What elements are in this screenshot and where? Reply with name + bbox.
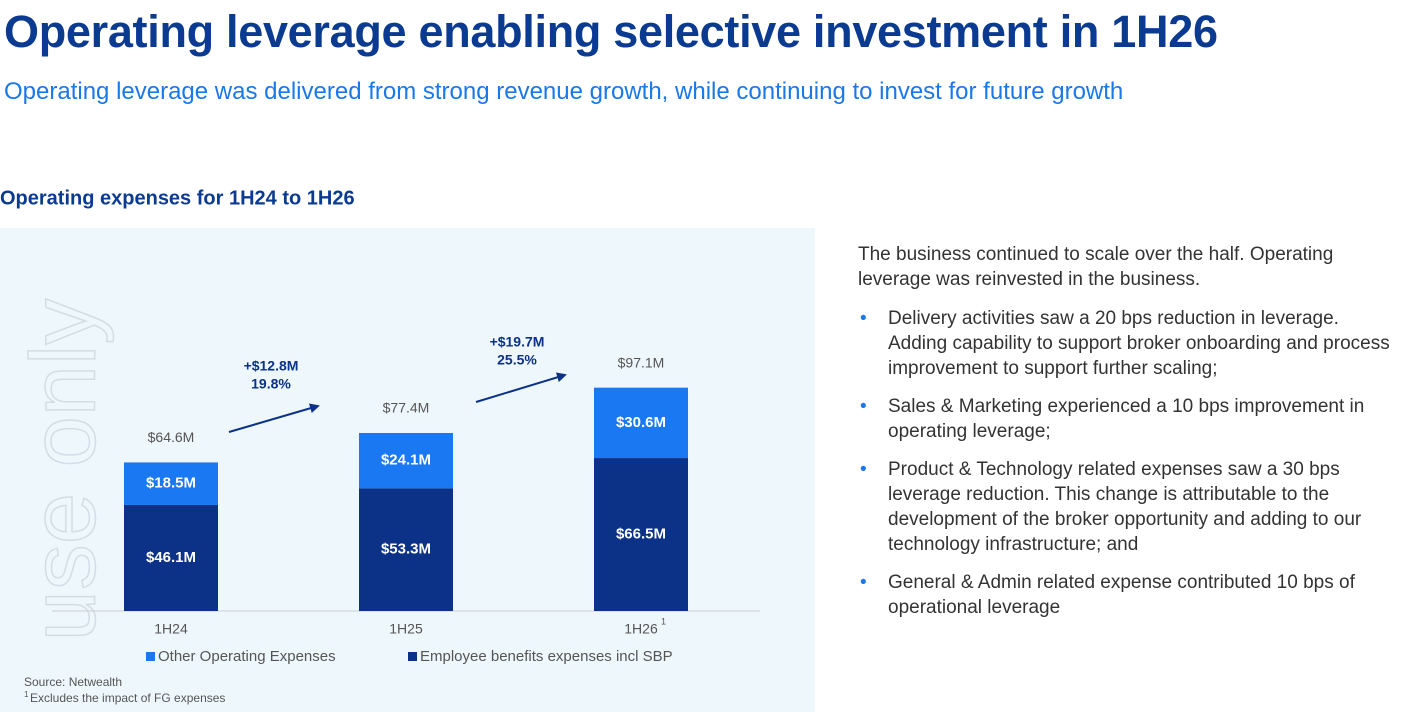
value-label: $46.1M (146, 549, 196, 566)
total-label: $97.1M (618, 354, 665, 370)
bar-segment (594, 458, 688, 611)
growth-annotation: 25.5% (497, 352, 537, 368)
bar-segment (124, 504, 218, 611)
bullet-text: Product & Technology related expenses sa… (888, 459, 1362, 555)
bullet-dot: • (860, 396, 867, 417)
bar-segment (124, 462, 218, 505)
bullet-dot: • (860, 572, 867, 593)
chart-title: Operating expenses for 1H24 to 1H26 (0, 187, 355, 209)
legend-label: Employee benefits expenses incl SBP (420, 648, 673, 665)
bullet-list: • Delivery activities saw a 20 bps reduct… (858, 306, 1393, 620)
slide-title: Operating leverage enabling selective in… (4, 6, 1218, 57)
footnote-marker: 1 (24, 690, 29, 699)
bullet-text: General & Admin related expense contribu… (888, 572, 1355, 618)
category-note: 1 (661, 616, 666, 626)
watermark: use only (12, 299, 114, 642)
value-label: $66.5M (616, 525, 666, 542)
bar-segment (359, 488, 453, 611)
growth-annotation: 19.8% (251, 376, 291, 392)
growth-arrow (228, 403, 320, 433)
x-tick-label: 1H26 (624, 621, 658, 637)
bar-segment (594, 387, 688, 459)
source: Source: Netwealth (24, 675, 122, 689)
growth-annotation: +$19.7M (490, 334, 545, 350)
bullet-dot: • (860, 308, 867, 329)
legend-swatch (146, 652, 155, 661)
bullet: • Sales & Marketing experienced a 10 bps … (858, 394, 1393, 444)
total-label: $77.4M (383, 400, 430, 416)
value-label: $30.6M (616, 414, 666, 431)
commentary: The business continued to scale over the… (858, 242, 1393, 633)
growth-arrow (475, 372, 567, 403)
x-tick-label: 1H24 (154, 621, 188, 637)
legend-label: Other Operating Expenses (158, 648, 336, 665)
bullet: • Delivery activities saw a 20 bps reduct… (858, 306, 1393, 381)
bullet-dot: • (860, 459, 867, 480)
bullet: • General & Admin related expense contrib… (858, 570, 1393, 620)
value-label: $53.3M (381, 541, 431, 558)
footnote: Excludes the impact of FG expenses (30, 691, 225, 705)
value-label: $18.5M (146, 475, 196, 492)
value-label: $24.1M (381, 452, 431, 469)
slide-subtitle: Operating leverage was delivered from st… (4, 78, 1124, 105)
bullet-text: Delivery activities saw a 20 bps reducti… (888, 308, 1390, 379)
growth-annotation: +$12.8M (244, 358, 299, 374)
bullet: • Product & Technology related expenses s… (858, 457, 1393, 557)
intro: The business continued to scale over the… (858, 244, 1334, 290)
x-tick-label: 1H25 (389, 621, 423, 637)
total-label: $64.6M (148, 429, 195, 445)
bar-segment (359, 432, 453, 489)
legend-swatch (408, 652, 417, 661)
bullet-text: Sales & Marketing experienced a 10 bps i… (888, 396, 1365, 442)
